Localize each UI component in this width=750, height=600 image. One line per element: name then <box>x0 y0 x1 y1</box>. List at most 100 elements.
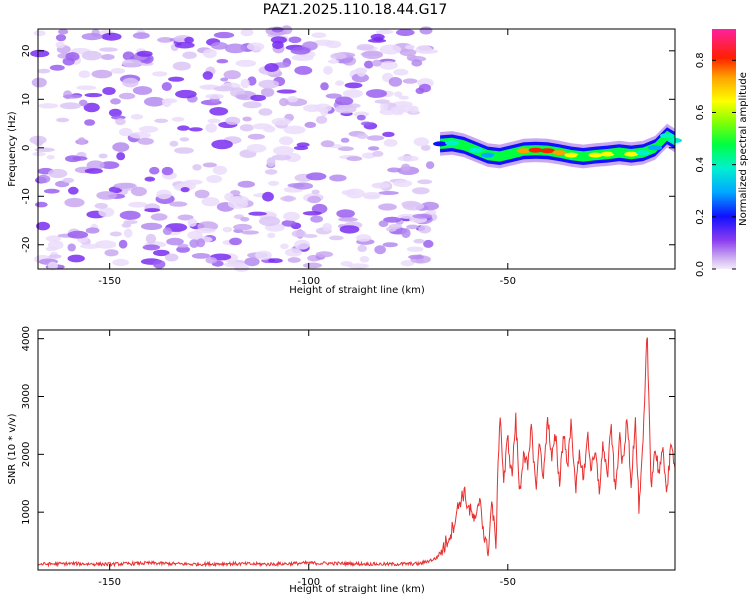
noise-blob <box>110 68 126 74</box>
noise-blob <box>264 169 278 175</box>
noise-blob <box>207 118 221 124</box>
noise-blob <box>284 248 303 257</box>
noise-blob <box>362 192 382 198</box>
noise-blob <box>165 253 179 262</box>
noise-blob <box>335 80 345 86</box>
noise-blob <box>341 189 357 196</box>
noise-blob <box>375 29 394 35</box>
noise-blob <box>242 101 262 109</box>
noise-blob <box>294 239 310 250</box>
noise-blob <box>47 261 58 271</box>
noise-blob <box>212 165 228 175</box>
noise-blob <box>179 137 190 142</box>
ridge-point <box>576 154 591 159</box>
noise-blob <box>84 119 96 126</box>
noise-blob <box>119 210 141 220</box>
ridge-point <box>445 140 460 146</box>
noise-blob <box>382 131 395 137</box>
noise-blob <box>31 77 47 88</box>
spectrogram-frame <box>37 28 676 270</box>
noise-blob <box>315 251 334 258</box>
noise-blob <box>55 34 67 42</box>
noise-blob <box>288 36 302 44</box>
noise-blob <box>290 46 311 55</box>
y-tick-label: 1000 <box>21 499 32 524</box>
noise-blob <box>222 226 233 233</box>
noise-blob <box>205 123 217 133</box>
noise-blob <box>86 160 105 170</box>
noise-blob <box>201 197 220 207</box>
noise-blob <box>64 197 85 208</box>
noise-blob <box>201 84 215 90</box>
noise-blob <box>334 104 357 114</box>
noise-blob <box>412 187 430 195</box>
noise-blob <box>78 99 88 107</box>
noise-blob <box>203 48 217 59</box>
y-tick-label: 20 <box>21 44 32 57</box>
noise-blob <box>388 77 403 87</box>
noise-blob <box>357 244 368 252</box>
noise-blob <box>202 71 213 80</box>
noise-blob <box>380 101 389 112</box>
noise-blob <box>296 142 310 148</box>
noise-blob <box>62 94 82 99</box>
colorbar: 0.0 0.2 0.4 0.6 0.8 Normalized spectral ampl… <box>695 29 749 277</box>
noise-blob <box>328 235 344 241</box>
noise-blob <box>327 59 340 64</box>
noise-blob <box>224 43 246 54</box>
noise-blob <box>271 154 291 161</box>
noise-blob <box>122 77 139 88</box>
noise-blob <box>325 40 342 49</box>
y-tick-label: 0 <box>21 145 32 151</box>
spectrogram-ylabel: Frequency (Hz) <box>7 111 18 187</box>
noise-blob <box>169 140 179 147</box>
noise-blob <box>235 94 249 99</box>
noise-blob <box>67 243 76 252</box>
frequency-ridge <box>433 123 682 169</box>
noise-blob <box>390 106 406 114</box>
figure-title: PAZ1.2025.110.18.44.G17 <box>263 2 448 18</box>
noise-blob <box>104 249 119 257</box>
snr-panel: -150 -100 -50 1000 2000 3000 4000 Height of st… <box>7 326 676 595</box>
noise-blob <box>108 108 122 117</box>
noise-blob <box>36 174 51 184</box>
noise-blob <box>409 105 419 114</box>
noise-blob <box>311 32 327 38</box>
snr-ylabel: SNR (10 * v/v) <box>7 413 18 484</box>
noise-blob <box>76 85 97 90</box>
noise-blob <box>262 191 274 202</box>
noise-blob <box>161 82 172 91</box>
noise-blob <box>139 125 159 133</box>
noise-blob <box>174 41 195 49</box>
noise-blob <box>311 189 320 195</box>
ridge-point <box>468 147 483 153</box>
noise-blob <box>209 107 229 116</box>
noise-blob <box>344 82 363 89</box>
noise-blob <box>360 121 372 126</box>
noise-blob <box>280 195 297 202</box>
noise-blob <box>154 118 169 124</box>
noise-blob <box>38 103 59 109</box>
noise-blob <box>393 68 409 76</box>
noise-blob <box>156 189 172 200</box>
noise-blob <box>49 64 65 71</box>
noise-blob <box>157 37 174 43</box>
ridge-point <box>612 150 627 156</box>
y-tick-label: 2000 <box>21 442 32 467</box>
noise-blob <box>353 111 369 118</box>
noise-blob <box>260 87 275 98</box>
noise-blob <box>394 91 403 98</box>
noise-blob <box>342 89 363 98</box>
noise-blob <box>303 104 322 112</box>
noise-blob <box>85 227 100 234</box>
noise-blob <box>213 31 235 39</box>
noise-blob <box>144 96 165 107</box>
noise-blob <box>174 147 194 154</box>
noise-blob <box>280 25 293 35</box>
noise-blob <box>418 225 432 234</box>
ridge-point <box>660 133 674 139</box>
ridge-point <box>480 152 495 158</box>
noise-blob <box>177 125 190 131</box>
noise-blob <box>307 195 322 204</box>
colorbar-tick-label: 0.8 <box>695 52 706 68</box>
